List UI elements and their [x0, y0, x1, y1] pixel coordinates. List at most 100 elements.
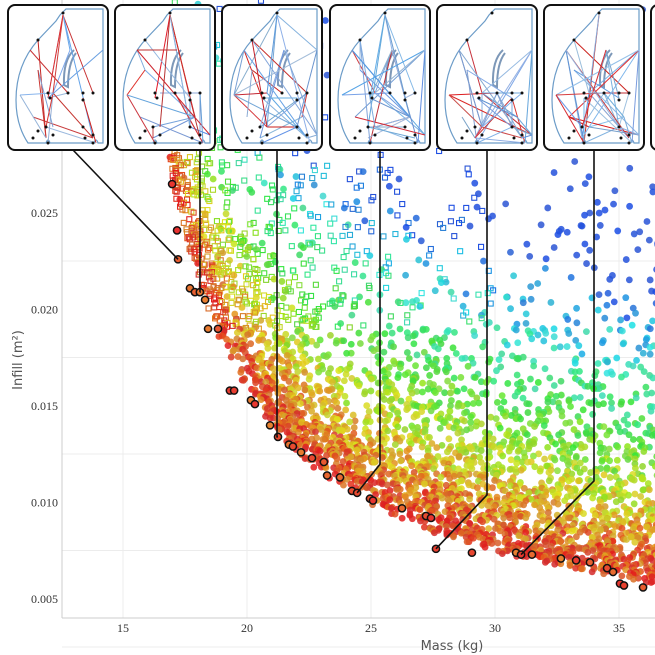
truss-member [301, 92, 308, 118]
scatter-point [319, 436, 327, 443]
scatter-point [213, 234, 220, 241]
scatter-point [606, 474, 614, 481]
truss-member [588, 92, 620, 128]
scatter-point [556, 343, 564, 351]
scatter-point [363, 402, 371, 409]
scatter-point [636, 228, 644, 236]
scatter-point [309, 264, 316, 271]
scatter-point [308, 337, 316, 345]
scatter-point [209, 175, 217, 183]
scatter-point [589, 436, 597, 444]
scatter-point [554, 231, 562, 239]
truss-node [567, 136, 571, 140]
scatter-point [640, 368, 648, 376]
scatter-point [563, 228, 571, 236]
scatter-point [630, 476, 638, 484]
design-thumbnail[interactable] [543, 4, 645, 151]
design-thumbnail[interactable] [7, 4, 109, 151]
scatter-point [464, 362, 472, 370]
truss-node [510, 125, 514, 129]
scatter-point [625, 276, 633, 284]
scatter-point [408, 462, 416, 470]
pareto-point [288, 442, 298, 451]
scatter-point [314, 355, 322, 363]
scatter-point [544, 522, 552, 530]
scatter-point [285, 363, 293, 371]
truss-member [555, 94, 583, 128]
scatter-point [433, 444, 441, 451]
design-thumbnail[interactable] [221, 4, 323, 151]
truss-member [251, 39, 318, 136]
scatter-point [410, 413, 418, 421]
scatter-point [511, 392, 519, 400]
truss-member [476, 49, 533, 144]
truss-member [581, 92, 605, 128]
scatter-point [299, 360, 307, 368]
scatter-point [224, 199, 231, 206]
scatter-point [652, 300, 655, 307]
scatter-point [387, 313, 394, 320]
scatter-point [405, 355, 413, 362]
scatter-point [349, 243, 356, 250]
truss-member [496, 92, 523, 139]
scatter-point [310, 224, 317, 231]
scatter-point [632, 394, 640, 402]
truss-member [126, 94, 196, 118]
scatter-point [542, 541, 550, 549]
scatter-point [303, 317, 310, 324]
scatter-point [471, 332, 479, 340]
scatter-point [544, 509, 552, 516]
truss-member [583, 97, 633, 144]
scatter-point [608, 370, 616, 378]
truss-node [366, 125, 370, 129]
truss-node [295, 98, 299, 102]
scatter-point [368, 220, 375, 227]
truss-member [581, 49, 607, 128]
scatter-point [306, 241, 313, 248]
scatter-point [623, 314, 631, 322]
scatter-point [300, 260, 307, 267]
scatter-point [418, 443, 426, 451]
truss-member [573, 39, 630, 94]
truss-member [233, 49, 318, 96]
truss-member [243, 49, 308, 139]
scatter-point [477, 458, 485, 466]
scatter-point [247, 340, 255, 348]
scatter-point [541, 365, 549, 373]
design-thumbnail[interactable] [114, 4, 216, 151]
scatter-point [317, 426, 325, 433]
truss-member [52, 92, 94, 139]
scatter-point [610, 200, 617, 208]
truss-outline [337, 8, 426, 144]
scatter-point [468, 390, 476, 398]
truss-member [461, 116, 476, 139]
scatter-point [601, 206, 609, 214]
scatter-point [282, 330, 290, 338]
scatter-point [312, 281, 319, 288]
scatter-point [342, 406, 350, 414]
truss-member [351, 49, 411, 118]
scatter-point [403, 447, 411, 455]
scatter-point [512, 326, 520, 334]
scatter-point [243, 300, 250, 307]
truss-member [474, 137, 526, 144]
scatter-point [385, 253, 392, 260]
truss-member [233, 49, 245, 96]
truss-node [48, 96, 52, 100]
truss-outline [122, 8, 211, 144]
scatter-point [223, 275, 230, 282]
design-thumbnail[interactable] [436, 4, 538, 151]
scatter-point [643, 523, 651, 531]
scatter-point [496, 444, 504, 452]
truss-member [605, 49, 620, 99]
scatter-point [258, 239, 266, 247]
scatter-point [198, 191, 205, 198]
scatter-point [557, 377, 565, 385]
scatter-point [542, 255, 550, 263]
scatter-point [527, 375, 534, 383]
scatter-point [484, 502, 492, 510]
design-thumbnail[interactable] [329, 4, 431, 151]
design-thumbnail[interactable] [650, 4, 655, 151]
scatter-point [584, 382, 592, 390]
scatter-point [606, 457, 613, 465]
